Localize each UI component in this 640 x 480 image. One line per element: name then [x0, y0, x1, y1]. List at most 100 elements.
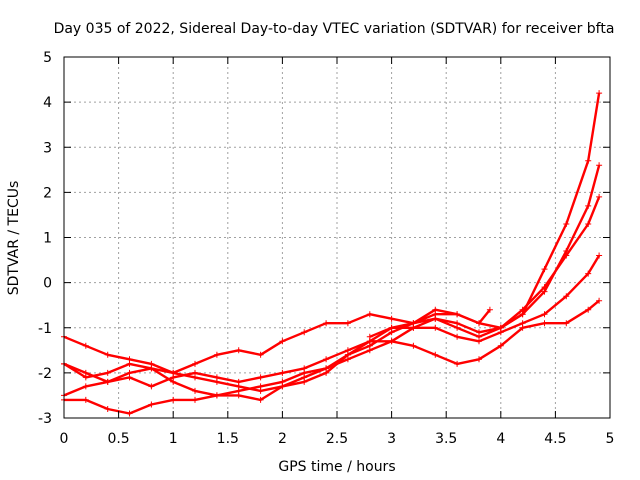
data-point: [486, 306, 493, 313]
y-tick-label: 1: [43, 231, 52, 247]
series-track-6: [366, 306, 493, 340]
x-tick-label: 4: [496, 431, 505, 447]
data-point: [344, 320, 351, 327]
data-point: [410, 320, 417, 327]
x-tick-label: 0: [60, 431, 69, 447]
data-point: [257, 396, 264, 403]
x-tick-label: 1.5: [217, 431, 239, 447]
data-point: [257, 383, 264, 390]
data-point: [596, 162, 603, 169]
data-point: [497, 329, 504, 336]
data-point: [148, 401, 155, 408]
data-point: [279, 383, 286, 390]
data-point: [366, 333, 373, 340]
data-point: [235, 392, 242, 399]
data-point: [585, 306, 592, 313]
chart-title: Day 035 of 2022, Sidereal Day-to-day VTE…: [54, 21, 615, 37]
data-point: [541, 266, 548, 273]
data-point: [104, 369, 111, 376]
series-line: [63, 299, 600, 388]
data-point: [541, 311, 548, 318]
data-point: [432, 324, 439, 331]
data-point: [454, 360, 461, 367]
series-line: [63, 254, 601, 402]
data-point: [301, 365, 308, 372]
y-tick-label: 2: [43, 185, 52, 201]
data-point: [596, 90, 603, 97]
data-point: [192, 360, 198, 367]
data-point: [585, 221, 592, 227]
data-point: [497, 342, 504, 349]
data-point: [82, 383, 89, 390]
data-point: [257, 374, 264, 381]
y-tick-label: 4: [43, 95, 52, 111]
y-tick-label: 0: [43, 276, 52, 292]
data-point: [454, 311, 461, 318]
data-point: [519, 324, 526, 331]
data-point: [82, 342, 89, 349]
data-point: [323, 320, 330, 327]
series-line: [63, 164, 601, 379]
data-point: [213, 374, 220, 381]
data-point: [126, 410, 133, 417]
y-tick-label: -2: [38, 366, 52, 382]
data-point: [563, 293, 570, 300]
data-point: [585, 157, 592, 164]
data-point: [388, 324, 395, 331]
x-tick-label: 5: [606, 431, 615, 447]
data-point: [148, 383, 155, 390]
data-point: [82, 369, 89, 376]
data-point: [323, 356, 330, 363]
data-point: [323, 369, 330, 376]
y-tick-label: -1: [38, 321, 52, 337]
data-point: [432, 306, 439, 313]
data-point: [596, 252, 603, 259]
data-point: [541, 284, 548, 291]
data-point: [82, 396, 89, 403]
data-point: [235, 378, 242, 385]
data-point: [563, 221, 570, 227]
series-layer: [61, 90, 603, 417]
x-tick-label: 3.5: [435, 431, 457, 447]
x-axis-label: GPS time / hours: [278, 459, 395, 475]
data-point: [192, 387, 198, 394]
data-point: [301, 329, 308, 336]
data-point: [476, 356, 482, 363]
data-point: [454, 324, 461, 331]
data-point: [410, 342, 417, 349]
y-tick-labels: -3 -2 -1 0 1 2 3 4 5: [38, 50, 52, 427]
data-point: [476, 320, 482, 327]
y-tick-label: 3: [43, 140, 52, 156]
x-tick-label: 2: [278, 431, 287, 447]
data-point: [192, 369, 198, 376]
x-tick-label: 3: [387, 431, 396, 447]
data-point: [344, 347, 351, 354]
data-point: [279, 369, 286, 376]
data-point: [541, 320, 548, 327]
data-point: [388, 315, 395, 322]
x-tick-label: 4.5: [544, 431, 566, 447]
data-point: [213, 392, 220, 399]
data-point: [301, 378, 308, 385]
y-axis-label: SDTVAR / TECUs: [6, 181, 22, 296]
data-point: [476, 338, 482, 345]
data-point: [585, 202, 592, 209]
x-tick-labels: 0 0.5 1 1.5 2 2.5 3 3.5 4 4.5 5: [60, 431, 615, 447]
y-tick-label: 5: [43, 50, 52, 66]
series-line: [64, 196, 601, 415]
data-point: [563, 320, 570, 327]
data-point: [192, 396, 198, 403]
data-point: [104, 406, 111, 412]
data-point: [563, 252, 570, 259]
data-point: [585, 270, 592, 277]
data-point: [388, 338, 395, 345]
grid-lines: [64, 57, 610, 418]
data-point: [366, 311, 373, 318]
x-tick-label: 2.5: [326, 431, 348, 447]
data-point: [170, 396, 177, 403]
series-track-2: [61, 162, 603, 381]
data-point: [596, 193, 603, 200]
data-point: [213, 351, 220, 358]
